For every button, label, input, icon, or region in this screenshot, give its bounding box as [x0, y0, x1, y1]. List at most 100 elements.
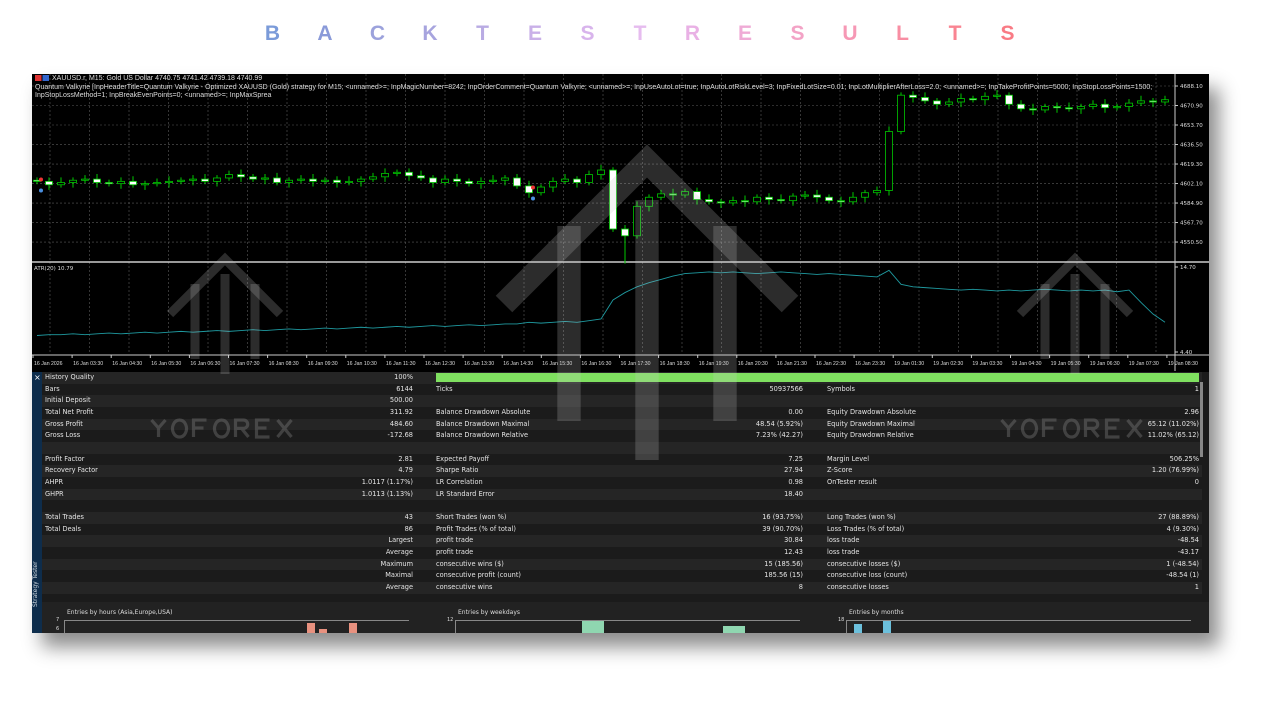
table-row: Total Deals 86 Profit Trades (% of total) 3…	[42, 524, 1202, 536]
close-icon[interactable]: ×	[34, 373, 41, 382]
candle	[141, 180, 149, 190]
price-chart[interactable]: 4688.10 4670.90 4653.70 4636.50 4619.30 4602.…	[32, 74, 1209, 371]
candle-body	[1149, 100, 1157, 103]
candle-body	[501, 177, 509, 181]
metric-value: 185.56 (15)	[764, 571, 803, 580]
price-label: 4688.10	[1180, 84, 1203, 90]
metric-label: Initial Deposit	[45, 396, 91, 405]
mini-chart-axis	[846, 620, 847, 633]
metric-label: consecutive loss (count)	[827, 571, 908, 580]
candle	[201, 173, 209, 185]
table-row: Maximal consecutive profit (count) 185.56 …	[42, 570, 1202, 582]
metric-label: Symbols	[827, 384, 855, 393]
price-label: 4567.70	[1180, 221, 1203, 227]
metric-label: Total Trades	[45, 513, 84, 522]
metric-value: Largest	[388, 536, 413, 545]
candle-body	[237, 174, 245, 178]
candle-body	[105, 182, 113, 185]
time-label: 19 Jan 03:30	[972, 361, 1002, 367]
metric-value: 0	[1194, 478, 1199, 487]
metric-value: 8	[798, 583, 803, 592]
metric-label: Total Net Profit	[45, 408, 94, 416]
candle	[573, 176, 581, 188]
title-letter: E	[527, 22, 542, 45]
entries-charts: Entries by hours (Asia,Europe,USA) 7 6 Entr…	[42, 602, 1209, 633]
time-label: 16 Jan 05:30	[151, 361, 181, 367]
metric-value: 12.43	[784, 548, 803, 557]
candle	[969, 95, 977, 103]
table-row: Maximum consecutive wins ($) 15 (185.56) co…	[42, 558, 1202, 571]
table-row: Average profit trade 12.43 loss trade -43.17	[42, 547, 1202, 559]
candle-body	[45, 180, 53, 186]
candle-body	[885, 131, 893, 191]
candle-body	[825, 196, 833, 202]
history-quality-bar	[436, 373, 1199, 382]
metric-value: 86	[404, 524, 413, 533]
title-letter: C	[369, 22, 386, 45]
metric-value: 27.94	[784, 466, 803, 475]
candle	[285, 177, 293, 188]
candle-body	[429, 177, 437, 183]
candle	[921, 92, 929, 104]
table-row: Profit Factor 2.81 Expected Payoff 7.25 Marg…	[42, 454, 1202, 466]
metric-label: Gross Loss	[45, 431, 81, 440]
metric-label: Expected Payoff	[436, 454, 490, 463]
candle	[261, 173, 269, 185]
candle	[597, 164, 605, 180]
time-label: 19 Jan 08:30	[1168, 361, 1198, 367]
candle	[621, 225, 629, 264]
time-label: 19 Jan 02:30	[933, 361, 963, 367]
candle	[225, 170, 233, 181]
table-row	[42, 442, 1202, 454]
metric-value: -48.54	[1177, 536, 1199, 545]
candle	[345, 176, 353, 186]
candle-body	[969, 98, 977, 101]
time-label: 16 Jan 03:30	[73, 361, 103, 367]
metric-label: loss trade	[827, 548, 860, 557]
candle-body	[1077, 106, 1085, 110]
candle	[1017, 100, 1025, 112]
candle	[213, 175, 221, 187]
candle-body	[1017, 103, 1025, 110]
metric-value: 1 (-48.54)	[1166, 559, 1199, 568]
candle-body	[981, 95, 989, 101]
time-label: 16 Jan 11:30	[386, 361, 416, 367]
metric-label: AHPR	[45, 478, 64, 487]
candle	[897, 92, 905, 135]
metric-label: consecutive losses ($)	[827, 559, 901, 568]
title-letter: K	[422, 22, 438, 45]
candle	[585, 170, 593, 186]
metric-value: Maximal	[385, 571, 413, 580]
mini-chart-bar	[854, 624, 862, 633]
time-label: 16 Jan 20:30	[738, 361, 768, 367]
time-label: 19 Jan 01:30	[894, 361, 924, 367]
candle	[729, 196, 737, 206]
metric-label: GHPR	[45, 489, 64, 498]
metric-value: 6144	[396, 384, 413, 393]
candle-body	[381, 173, 389, 178]
time-label: 19 Jan 04:30	[1012, 361, 1042, 367]
time-label: 16 Jan 04:30	[112, 361, 142, 367]
title-letter: S	[1000, 22, 1015, 45]
scrollbar[interactable]	[1200, 382, 1203, 457]
candle	[1041, 103, 1049, 113]
chart-icons	[35, 75, 49, 82]
trade-exit-marker	[39, 188, 43, 193]
metric-value: 50937566	[769, 384, 803, 393]
candle-body	[705, 199, 713, 203]
table-row: Initial Deposit 500.00	[42, 395, 1202, 407]
candle	[993, 90, 1001, 100]
candle-body	[837, 200, 845, 203]
metric-value: 500.00	[389, 396, 413, 405]
metric-value: 484.60	[389, 419, 413, 428]
candle-body	[1161, 99, 1169, 103]
metric-label: LR Standard Error	[436, 489, 495, 498]
candle-body	[873, 190, 881, 194]
metric-value: 2.96	[1184, 408, 1199, 416]
candle	[249, 173, 257, 182]
metric-value: 2.81	[398, 454, 413, 463]
candle	[1077, 103, 1085, 114]
candle-body	[693, 191, 701, 200]
metric-value: 4 (9.30%)	[1166, 524, 1199, 533]
